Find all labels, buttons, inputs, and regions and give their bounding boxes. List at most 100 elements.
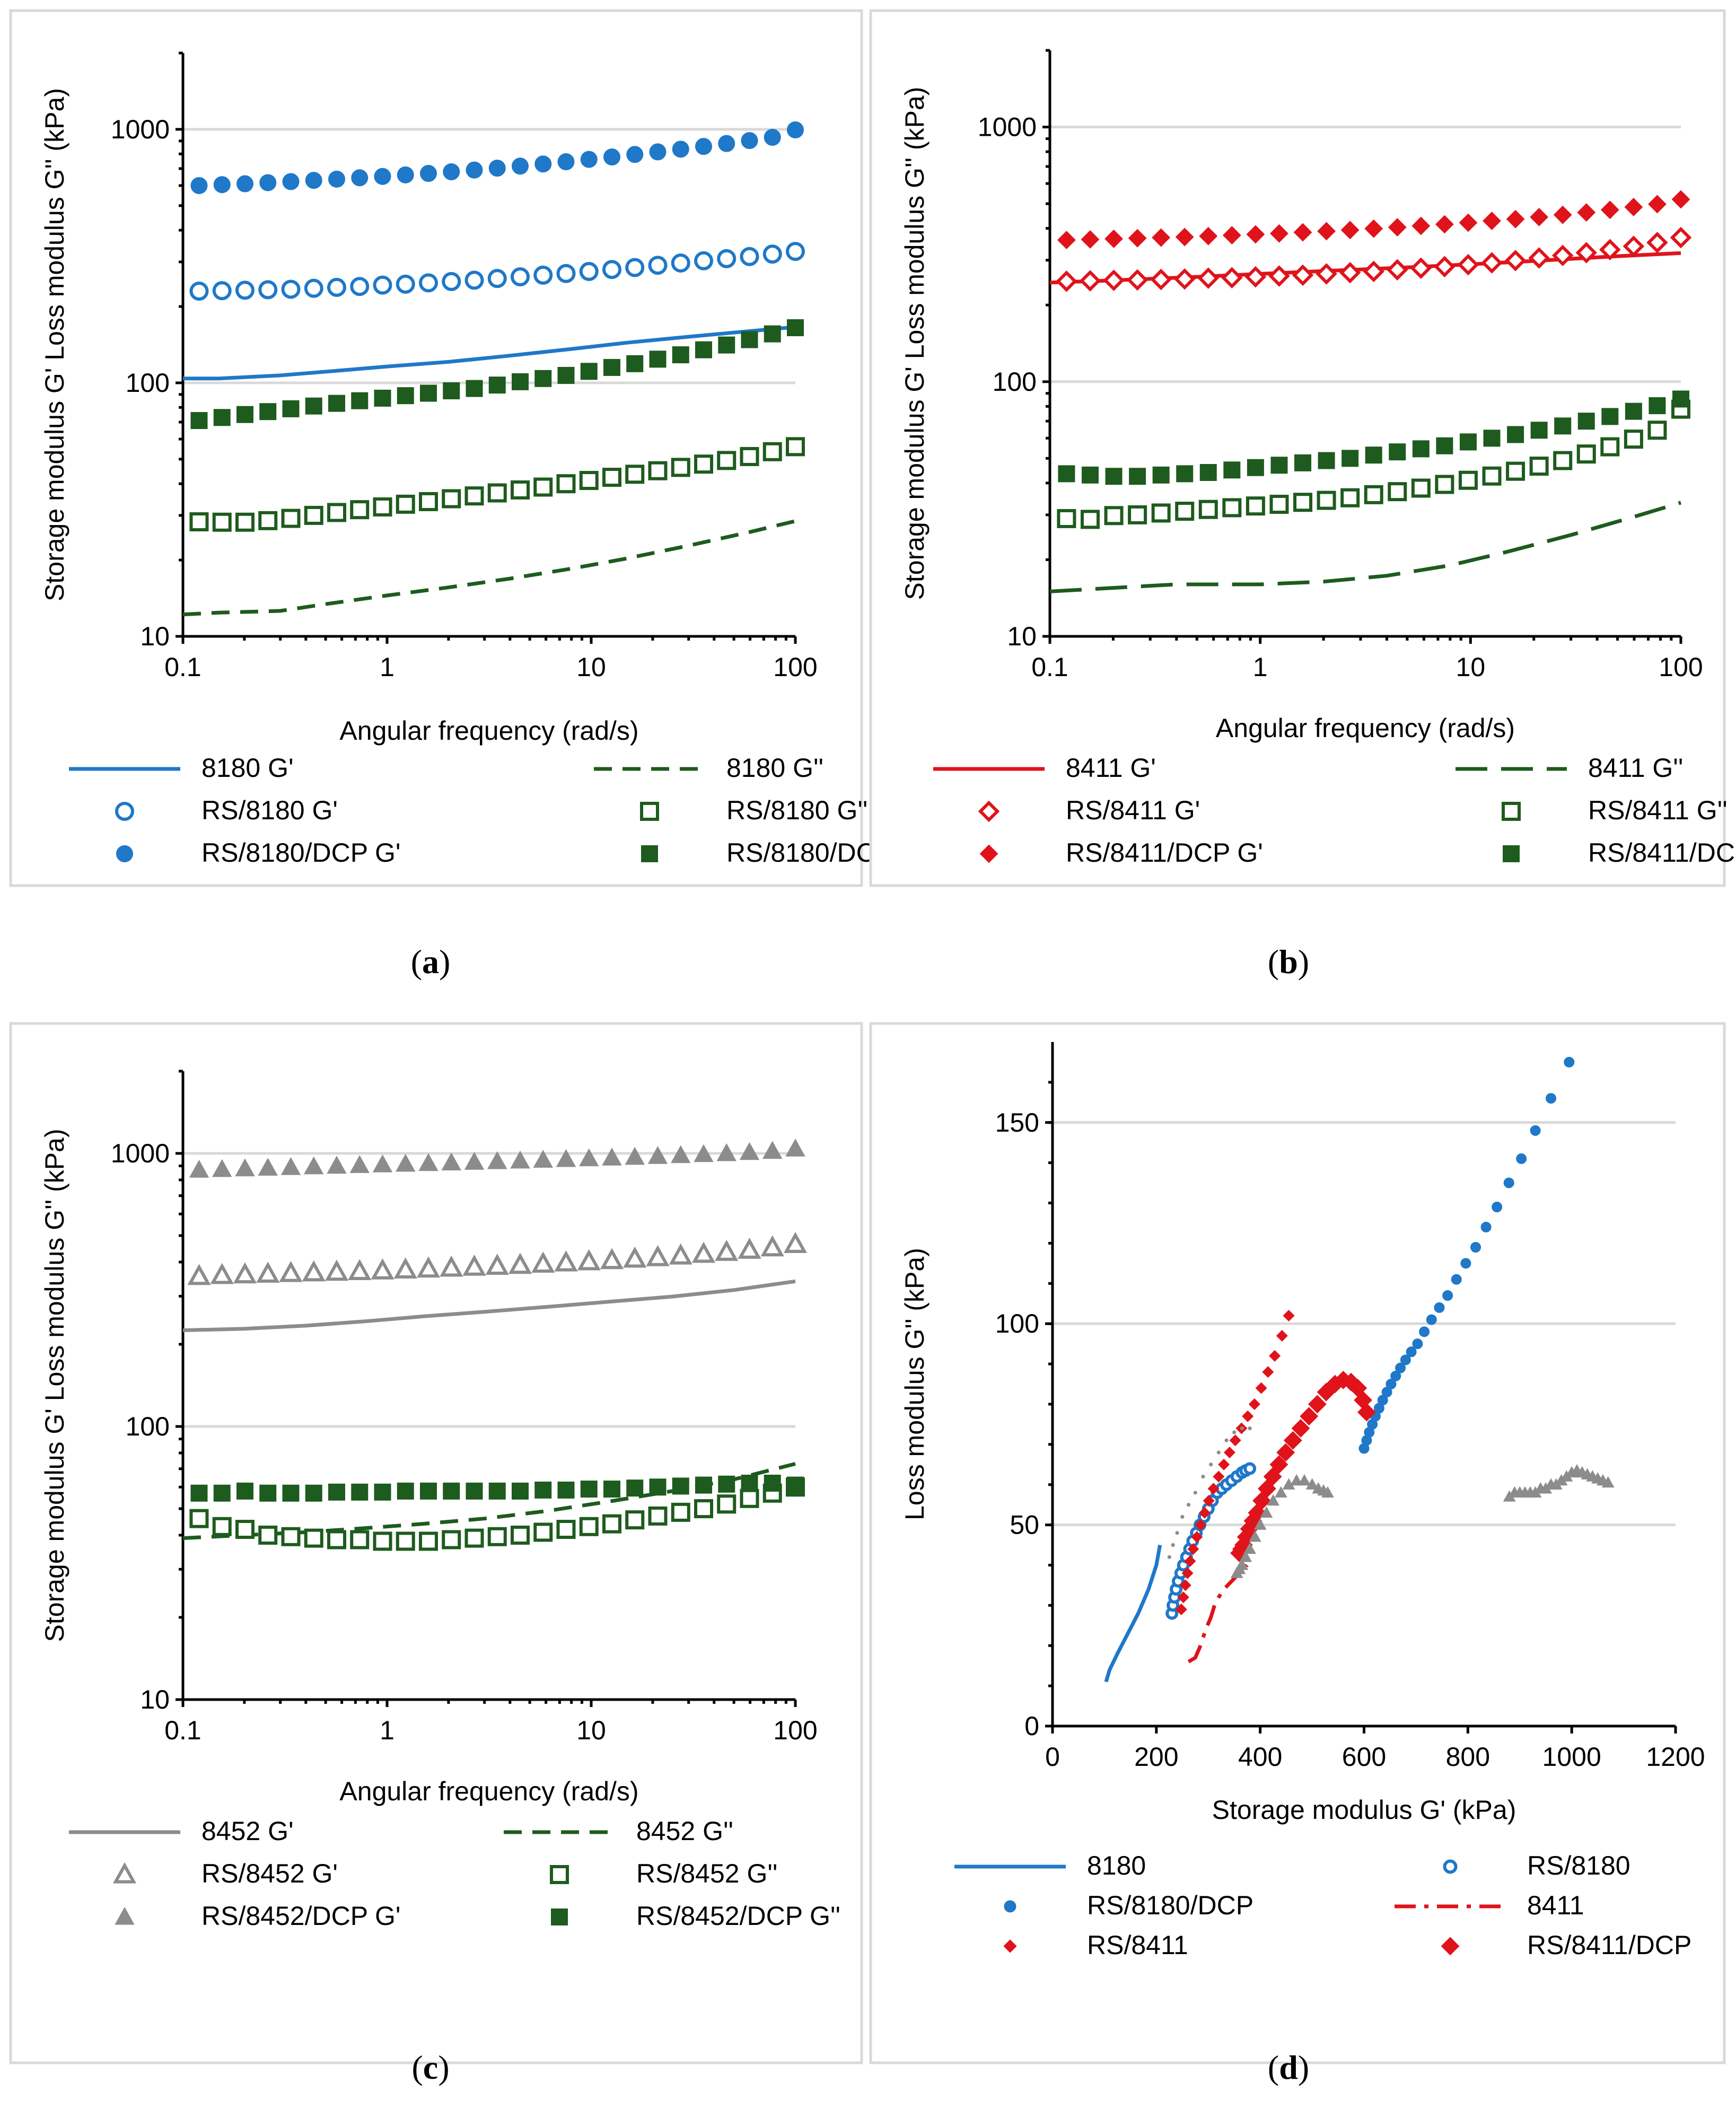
panel-b: 0.1 1 10 100 10 100 1000 Angular frequency (rad…	[869, 9, 1736, 981]
data-point	[1457, 253, 1479, 276]
data-point	[1363, 260, 1384, 283]
data-point	[1293, 493, 1313, 512]
data-point	[1400, 1354, 1411, 1365]
data-point	[1426, 1314, 1437, 1325]
data-point	[189, 512, 209, 532]
data-point	[1670, 226, 1692, 249]
y-tick-label: 50	[1010, 1510, 1039, 1540]
data-point	[1248, 1426, 1252, 1431]
data-point	[279, 1260, 303, 1282]
legend-item: 8180	[954, 1851, 1146, 1880]
series-rs-8411-dcp-g-	[1057, 190, 1690, 250]
data-point	[787, 121, 804, 138]
legend-label: 8180	[1087, 1851, 1146, 1880]
data-point	[1270, 457, 1288, 474]
legend-marker-swatch	[978, 800, 1000, 822]
series-rs-8452	[1230, 1474, 1334, 1578]
series-rs-8452-g-	[187, 1232, 808, 1285]
data-point	[1276, 1329, 1288, 1342]
legend-item: RS/8180 G'	[115, 795, 338, 825]
data-point	[189, 282, 209, 301]
data-point	[350, 500, 370, 520]
data-point	[554, 1250, 578, 1272]
legend: 8411 G' 8411 G'' RS/8411 G' RS/8411 G'' RS/8…	[933, 753, 1736, 868]
x-tick-label: 100	[1659, 652, 1703, 682]
data-point	[487, 269, 507, 288]
legend: 8180 RS/8180 RS/8180/DCP 8411 RS/8411 RS/8411…	[954, 1851, 1691, 1960]
data-point	[1175, 1531, 1179, 1535]
data-point	[443, 1482, 460, 1500]
x-axis-title: Angular frequency (rad/s)	[1216, 713, 1515, 743]
data-point	[1646, 232, 1668, 253]
data-point	[466, 380, 483, 397]
x-tick-label: 1000	[1542, 1742, 1601, 1772]
data-point	[1291, 1419, 1310, 1438]
data-point	[694, 454, 713, 474]
data-point	[1342, 450, 1359, 467]
data-point	[1232, 1430, 1237, 1434]
data-point	[305, 1484, 322, 1502]
legend-item: RS/8411 G'	[978, 795, 1200, 825]
data-point	[556, 1149, 576, 1167]
data-point	[740, 247, 759, 266]
data-point	[741, 331, 758, 348]
data-point	[235, 1158, 255, 1177]
data-point	[1530, 1125, 1541, 1136]
series-rs-8180-g-	[189, 242, 805, 301]
data-point	[1623, 235, 1645, 257]
data-point	[1152, 466, 1170, 484]
panel-frame	[9, 9, 863, 887]
data-point	[1218, 1458, 1230, 1470]
data-point	[304, 1156, 324, 1175]
data-point	[1554, 417, 1572, 435]
y-tick-label: 1000	[111, 115, 170, 144]
data-point	[1321, 1486, 1334, 1498]
data-point	[1483, 212, 1501, 230]
data-point	[1081, 230, 1100, 249]
legend-item: RS/8411 G''	[1502, 795, 1728, 825]
data-point	[351, 1483, 369, 1501]
data-point	[1411, 216, 1431, 235]
legend-item: RS/8411/DCP G'	[979, 838, 1263, 868]
legend-label: 8411	[1527, 1890, 1584, 1920]
data-point	[189, 1509, 209, 1528]
legend-item: 8452 G'	[69, 1816, 294, 1846]
data-point	[1239, 1551, 1252, 1562]
data-point	[1150, 268, 1172, 291]
data-point	[442, 1530, 461, 1550]
legend-label: RS/8452/DCP G''	[636, 1901, 840, 1931]
legend-item: 8411 G''	[1456, 753, 1683, 783]
data-point	[580, 151, 598, 168]
legend-marker-swatch	[1003, 1939, 1017, 1953]
series-rs-8411	[1175, 1309, 1295, 1615]
data-point	[1253, 1518, 1267, 1530]
data-point	[1177, 1591, 1189, 1604]
data-point	[349, 1155, 370, 1173]
data-point	[1506, 209, 1525, 229]
data-point	[348, 1259, 372, 1280]
data-point	[534, 155, 552, 173]
data-point	[443, 163, 460, 180]
data-point	[602, 260, 621, 279]
data-point	[212, 281, 232, 301]
data-point	[1104, 506, 1124, 526]
data-point	[327, 277, 346, 297]
legend-label: RS/8452 G''	[636, 1859, 777, 1888]
data-point	[672, 1477, 689, 1495]
data-point	[1624, 430, 1643, 449]
legend-label: 8411 G''	[1588, 753, 1683, 783]
data-point	[1435, 475, 1454, 494]
data-point	[393, 1257, 417, 1279]
data-point	[350, 277, 370, 296]
x-tick-label: 0.1	[1031, 652, 1068, 682]
data-point	[1248, 1530, 1261, 1542]
data-point	[305, 397, 322, 415]
data-point	[1276, 1443, 1295, 1462]
data-point	[626, 146, 644, 163]
data-point	[741, 1474, 758, 1492]
y-axis-title: Storage modulus G' Loss modulus G'' (kPa…	[40, 88, 69, 601]
data-point	[1242, 1410, 1254, 1422]
data-point	[760, 1235, 784, 1257]
data-point	[190, 412, 208, 430]
